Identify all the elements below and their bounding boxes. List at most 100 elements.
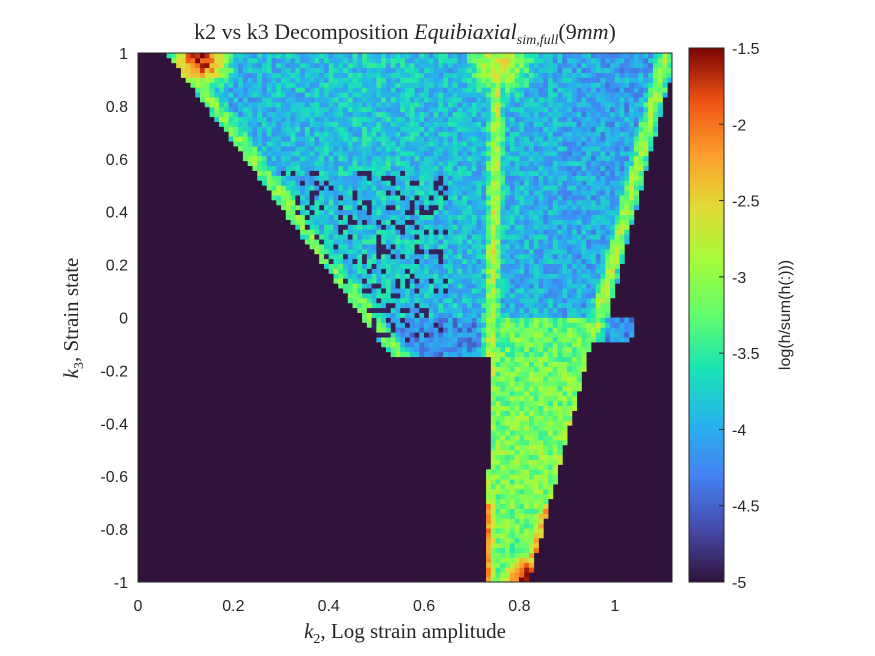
heatmap-cell	[343, 72, 349, 78]
heatmap-cell	[338, 219, 344, 225]
heatmap-cell	[590, 155, 597, 162]
heatmap-cell	[381, 258, 387, 265]
heatmap-cell	[309, 111, 315, 118]
heatmap-cell	[505, 523, 511, 529]
heatmap-cell	[428, 131, 435, 137]
heatmap-cell	[500, 106, 506, 113]
heatmap-cell	[571, 77, 578, 83]
heatmap-cell	[500, 508, 506, 514]
heatmap-cell	[538, 72, 544, 78]
heatmap-cell	[619, 327, 625, 333]
heatmap-cell	[466, 190, 473, 196]
heatmap-cell	[500, 518, 506, 524]
heatmap-cell	[390, 160, 396, 167]
heatmap-cell	[438, 219, 444, 225]
heatmap-cell	[524, 312, 530, 318]
heatmap-cell	[323, 209, 330, 216]
heatmap-cell	[509, 116, 516, 122]
heatmap-cell	[595, 297, 601, 304]
heatmap-cell	[509, 557, 516, 563]
heatmap-cell	[538, 449, 544, 456]
heatmap-cell	[567, 361, 573, 367]
heatmap-cell	[586, 214, 592, 220]
heatmap-cell	[648, 146, 654, 152]
heatmap-cell	[519, 346, 525, 353]
heatmap-cell	[385, 278, 392, 284]
heatmap-cell	[414, 278, 420, 284]
heatmap-cell	[281, 150, 287, 157]
heatmap-cell	[343, 268, 349, 274]
heatmap-cell	[300, 185, 306, 191]
heatmap-cell	[657, 72, 663, 78]
heatmap-cell	[242, 126, 249, 132]
heatmap-cell	[347, 67, 353, 73]
heatmap-cell	[533, 400, 539, 407]
heatmap-cell	[519, 209, 525, 216]
heatmap-cell	[624, 234, 630, 240]
heatmap-cell	[557, 116, 563, 122]
heatmap-cell	[452, 160, 458, 167]
heatmap-cell	[576, 111, 582, 118]
heatmap-cell	[543, 381, 549, 387]
heatmap-cell	[424, 190, 430, 196]
heatmap-cell	[519, 322, 525, 328]
heatmap-cell	[290, 121, 296, 127]
heatmap-cell	[576, 214, 582, 220]
heatmap-cell	[490, 464, 496, 470]
heatmap-cell	[266, 101, 272, 108]
heatmap-cell	[619, 195, 625, 201]
heatmap-cell	[490, 180, 496, 186]
heatmap-cell	[486, 317, 492, 323]
heatmap-cell	[528, 395, 535, 402]
heatmap-cell	[533, 493, 539, 500]
heatmap-cell	[610, 229, 616, 235]
heatmap-cell	[514, 126, 520, 132]
heatmap-cell	[505, 513, 511, 519]
heatmap-cell	[376, 150, 382, 157]
heatmap-cell	[505, 244, 511, 250]
heatmap-cell	[638, 72, 644, 78]
heatmap-cell	[495, 248, 501, 255]
heatmap-cell	[471, 224, 477, 230]
heatmap-cell	[304, 214, 311, 220]
heatmap-cell	[562, 258, 568, 265]
heatmap-cell	[452, 92, 458, 98]
heatmap-cell	[543, 386, 549, 392]
heatmap-cell	[524, 493, 530, 500]
heatmap-cell	[457, 307, 463, 313]
heatmap-cell	[328, 219, 334, 225]
heatmap-cell	[590, 87, 597, 93]
heatmap-cell	[476, 278, 482, 284]
heatmap-cell	[490, 317, 496, 323]
heatmap-cell	[290, 165, 296, 171]
heatmap-cell	[543, 97, 549, 103]
heatmap-cell	[614, 101, 620, 108]
heatmap-cell	[471, 317, 477, 323]
heatmap-cell	[366, 175, 373, 181]
heatmap-cell	[543, 459, 549, 465]
heatmap-cell	[509, 312, 516, 318]
heatmap-cell	[366, 82, 373, 88]
heatmap-cell	[376, 244, 382, 250]
heatmap-cell	[505, 449, 511, 456]
heatmap-cell	[610, 146, 616, 152]
heatmap-cell	[533, 204, 539, 211]
heatmap-cell	[514, 537, 520, 544]
heatmap-cell	[390, 77, 396, 83]
heatmap-cell	[562, 361, 568, 367]
heatmap-cell	[290, 190, 296, 196]
heatmap-cell	[385, 244, 392, 250]
heatmap-cell	[505, 356, 511, 362]
heatmap-cell	[438, 170, 444, 176]
heatmap-cell	[509, 185, 516, 191]
heatmap-cell	[462, 170, 468, 176]
heatmap-cell	[548, 258, 554, 265]
heatmap-cell	[319, 180, 325, 186]
heatmap-cell	[528, 425, 535, 431]
heatmap-cell	[509, 297, 516, 304]
heatmap-cell	[238, 72, 244, 78]
heatmap-cell	[567, 273, 573, 279]
heatmap-cell	[605, 199, 611, 206]
heatmap-cell	[214, 92, 220, 98]
heatmap-cell	[548, 273, 554, 279]
